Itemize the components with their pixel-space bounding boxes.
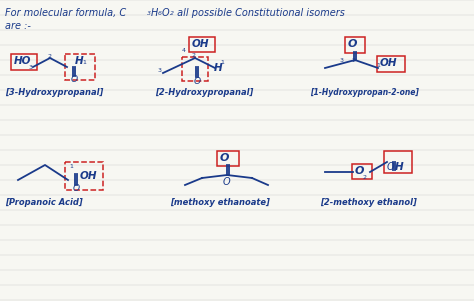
Text: [1-Hydroxypropan-2-one]: [1-Hydroxypropan-2-one] (310, 88, 419, 97)
Text: 2: 2 (47, 54, 51, 59)
Text: 3: 3 (158, 68, 162, 73)
Text: OH: OH (380, 58, 398, 68)
Text: O: O (73, 184, 80, 193)
Text: O: O (162, 8, 170, 18)
Text: O: O (223, 177, 231, 187)
Text: For molecular formula, C: For molecular formula, C (5, 8, 126, 18)
Text: 2: 2 (192, 53, 196, 58)
Text: 1: 1 (69, 164, 73, 169)
Text: [2-methoxy ethanol]: [2-methoxy ethanol] (320, 198, 417, 207)
Text: all possible Constitutional isomers: all possible Constitutional isomers (174, 8, 345, 18)
Text: O: O (387, 162, 395, 172)
Text: OH: OH (192, 39, 210, 49)
Text: [Propanoic Acid]: [Propanoic Acid] (5, 198, 83, 207)
Text: H: H (395, 162, 404, 172)
Text: 6: 6 (158, 11, 162, 16)
Text: [2-Hydroxypropanal]: [2-Hydroxypropanal] (155, 88, 254, 97)
Text: [3-Hydroxypropanal]: [3-Hydroxypropanal] (5, 88, 103, 97)
Text: 3: 3 (147, 11, 151, 16)
Text: O: O (194, 77, 201, 86)
Text: H: H (214, 63, 223, 73)
Text: 3: 3 (29, 65, 33, 70)
Text: O: O (71, 75, 78, 84)
Text: O: O (355, 166, 365, 176)
Text: 2: 2 (363, 175, 367, 180)
Text: 2: 2 (352, 58, 356, 63)
Text: 2: 2 (170, 11, 174, 16)
Text: 4: 4 (182, 48, 186, 53)
Text: H: H (151, 8, 158, 18)
Text: 1: 1 (220, 60, 224, 65)
Text: are :-: are :- (5, 21, 31, 31)
Text: 1: 1 (82, 60, 86, 65)
Text: OH: OH (80, 171, 98, 181)
Text: O: O (220, 153, 229, 163)
Text: H: H (75, 56, 83, 66)
Text: 3: 3 (340, 58, 344, 63)
Text: HO: HO (14, 56, 31, 66)
Text: [methoxy ethanoate]: [methoxy ethanoate] (170, 198, 270, 207)
Text: 1: 1 (376, 63, 380, 68)
Text: O: O (348, 39, 357, 49)
